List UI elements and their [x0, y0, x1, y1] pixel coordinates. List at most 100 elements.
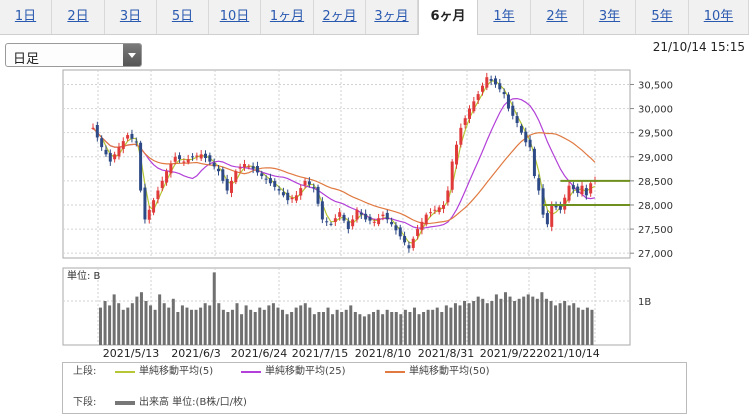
candle-body-57	[338, 212, 342, 217]
candle-body-29	[217, 168, 220, 172]
volume-bar-9	[139, 292, 143, 345]
candle-body-40	[264, 178, 268, 180]
legend-swatch-ma25	[241, 371, 261, 373]
volume-bar-68	[408, 312, 412, 345]
candle-body-10	[134, 141, 138, 143]
y-tick-label-0: 27,000	[638, 249, 673, 260]
candle-body-4	[108, 152, 112, 162]
candle-body-82	[446, 190, 450, 203]
candle-body-14	[152, 200, 156, 213]
volume-bar-85	[485, 303, 489, 345]
volume-bar-1	[103, 301, 107, 345]
candle-body-32	[229, 180, 233, 193]
volume-bar-43	[294, 307, 298, 345]
tab-6[interactable]: 2ヶ月	[314, 0, 366, 34]
volume-tick-label: 1B	[638, 297, 651, 308]
volume-bar-5	[121, 309, 125, 345]
candle-body-67	[381, 214, 385, 217]
volume-bar-23	[203, 303, 207, 345]
volume-bar-87	[494, 294, 498, 345]
volume-bar-104	[572, 303, 576, 345]
volume-bar-59	[367, 314, 371, 345]
candle-body-33	[234, 171, 238, 183]
volume-bar-54	[344, 309, 348, 345]
volume-bar-38	[271, 303, 275, 345]
chevron-down-icon[interactable]	[123, 44, 141, 66]
tab-11[interactable]: 3年	[584, 0, 636, 34]
tab-2[interactable]: 3日	[105, 0, 157, 34]
volume-bar-55	[349, 305, 353, 345]
volume-bar-57	[358, 314, 362, 345]
candle-body-52	[316, 186, 320, 204]
tab-12[interactable]: 5年	[636, 0, 689, 34]
tab-9[interactable]: 1年	[478, 0, 531, 34]
candle-body-44	[281, 192, 285, 196]
volume-bar-91	[513, 301, 517, 345]
candle-body-59	[346, 221, 350, 230]
volume-bar-89	[503, 292, 507, 345]
volume-bar-86	[490, 301, 494, 345]
candle-body-19	[173, 156, 177, 162]
volume-bar-20	[190, 309, 194, 345]
candle-body-7	[121, 141, 125, 149]
candle-body-76	[420, 221, 424, 231]
candle-body-37	[251, 166, 255, 169]
volume-bar-50	[326, 307, 330, 345]
period-tabs: 1日 2日 3日 5日 10日 1ヶ月 2ヶ月 3ヶ月 6ヶ月 1年 2年 3年 5年 10年	[0, 0, 749, 35]
candle-body-11	[139, 142, 143, 191]
tab-8[interactable]: 6ヶ月	[418, 0, 478, 35]
candle-body-96	[506, 94, 510, 109]
volume-bar-36	[262, 309, 266, 345]
candle-body-94	[498, 83, 502, 90]
tab-0[interactable]: 1日	[0, 0, 52, 34]
candle-body-98	[515, 116, 519, 124]
candle-body-93	[493, 78, 497, 85]
tab-3[interactable]: 5日	[157, 0, 209, 34]
candle-body-75	[416, 229, 420, 236]
candle-body-113	[580, 185, 584, 195]
volume-bar-49	[321, 312, 325, 345]
candle-body-79	[433, 209, 437, 211]
candle-body-71	[398, 227, 402, 237]
volume-bar-53	[340, 312, 344, 345]
x-tick-label-0: 2021/5/13	[103, 347, 159, 360]
volume-bar-19	[185, 307, 189, 345]
tab-7[interactable]: 3ヶ月	[366, 0, 418, 34]
volume-bar-26	[217, 303, 221, 345]
volume-bar-10	[144, 301, 148, 345]
volume-bar-73	[431, 309, 435, 345]
volume-bar-65	[394, 312, 398, 345]
candle-body-110	[567, 185, 571, 201]
legend-swatch-ma5	[115, 371, 135, 373]
volume-bar-74	[435, 307, 439, 345]
candle-body-83	[450, 161, 454, 190]
candle-body-103	[537, 178, 541, 191]
candle-body-60	[351, 219, 355, 227]
volume-bar-84	[481, 298, 485, 345]
candle-body-85	[459, 127, 463, 145]
volume-bar-58	[362, 316, 366, 345]
candle-body-9	[130, 133, 134, 139]
candle-body-16	[160, 180, 164, 188]
tab-10[interactable]: 2年	[531, 0, 584, 34]
legend-swatch-ma50	[385, 371, 405, 373]
volume-bar-18	[180, 305, 184, 345]
candle-body-112	[576, 186, 580, 193]
tab-4[interactable]: 10日	[209, 0, 261, 34]
legend-upper-heading: 上段:	[73, 366, 97, 377]
candle-body-31	[225, 178, 229, 191]
candle-body-74	[411, 238, 415, 248]
volume-bar-7	[130, 303, 134, 345]
y-tick-label-5: 29,500	[638, 129, 673, 140]
y-tick-label-1: 27,500	[638, 225, 673, 236]
tab-5[interactable]: 1ヶ月	[261, 0, 314, 34]
candle-body-106	[550, 204, 554, 227]
volume-bar-90	[508, 296, 512, 345]
period-select[interactable]: 日足	[5, 43, 142, 67]
tab-1[interactable]: 2日	[52, 0, 105, 34]
volume-bar-44	[299, 305, 303, 345]
candle-body-99	[519, 125, 523, 133]
legend-upper-row: 上段: 単純移動平均(5) 単純移動平均(25) 単純移動平均(50)	[63, 365, 686, 379]
volume-bar-102	[563, 301, 567, 345]
x-tick-label-7: 2021/10/14	[536, 347, 599, 360]
